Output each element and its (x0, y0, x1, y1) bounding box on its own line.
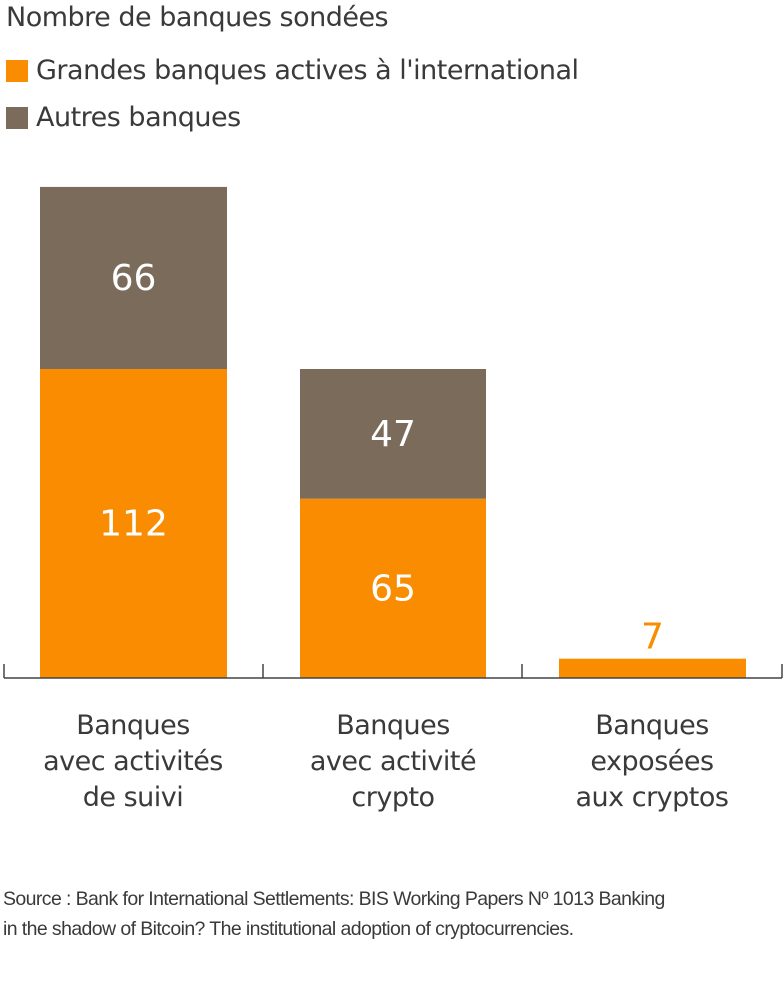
bar-segment (300, 369, 486, 499)
legend-label: Autres banques (36, 102, 241, 133)
source-line: in the shadow of Bitcoin? The institutio… (3, 918, 574, 940)
category-line: de suivi (82, 782, 184, 813)
source-note: Source : Bank for International Settleme… (3, 884, 665, 944)
chart-title: Nombre de banques sondées (6, 2, 389, 33)
category-label-2: Banques avec activité crypto (273, 708, 513, 816)
legend-swatch-orange (6, 59, 28, 82)
category-line: avec activité (309, 746, 477, 777)
legend-swatch-brown (6, 106, 28, 129)
bar-segment (40, 369, 227, 678)
bar-segment (300, 498, 486, 678)
data-label: 112 (99, 504, 168, 545)
source-line: Source : Bank for International Settleme… (3, 888, 665, 910)
category-line: avec activités (43, 746, 223, 777)
category-line: Banques (595, 710, 709, 741)
category-line: Banques (76, 710, 190, 741)
bar-segment (40, 186, 227, 369)
legend-label: Grandes banques actives à l'internationa… (36, 55, 579, 86)
category-line: exposées (590, 746, 714, 777)
legend-item-large-banks: Grandes banques actives à l'internationa… (6, 55, 579, 86)
category-line: crypto (351, 782, 435, 813)
category-label-1: Banques avec activités de suivi (13, 708, 253, 816)
data-label: 66 (111, 258, 157, 299)
category-line: aux cryptos (575, 782, 729, 813)
category-label-3: Banques exposées aux cryptos (532, 708, 772, 816)
legend-item-other-banks: Autres banques (6, 102, 241, 133)
data-label: 65 (370, 568, 416, 609)
data-label: 7 (641, 617, 664, 658)
bar-segment (559, 658, 746, 678)
category-line: Banques (336, 710, 450, 741)
data-label: 47 (370, 414, 416, 455)
